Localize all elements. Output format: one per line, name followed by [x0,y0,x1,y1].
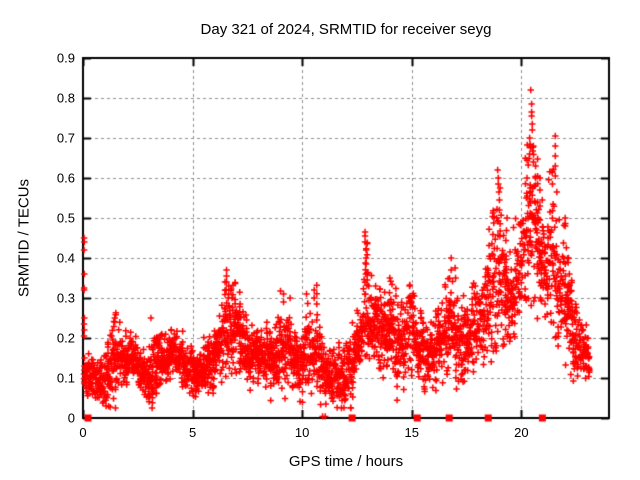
y-tick-label: 0 [67,410,75,426]
y-tick-label: 0.7 [56,130,75,146]
x-tick-label: 20 [514,425,529,440]
x-tick-label: 10 [294,425,310,440]
x-tick-label: 5 [188,425,197,440]
x-tick-label: 15 [404,425,419,440]
y-tick-label: 0.8 [56,90,75,106]
chart-title: Day 321 of 2024, SRMTID for receiver sey… [200,21,492,38]
x-axis-label: GPS time / hours [288,453,404,470]
y-tick-label: 0.4 [56,250,75,266]
x-tick-label: 0 [79,425,87,440]
y-tick-label: 0.2 [56,330,75,346]
y-tick-label: 0.3 [56,290,75,306]
y-tick-label: 0.5 [56,210,75,226]
y-tick-label: 0.9 [56,50,75,66]
y-tick-label: 0.6 [56,170,75,186]
y-tick-label: 0.1 [56,370,75,386]
y-axis-label: SRMTID / TECUs [15,178,33,298]
